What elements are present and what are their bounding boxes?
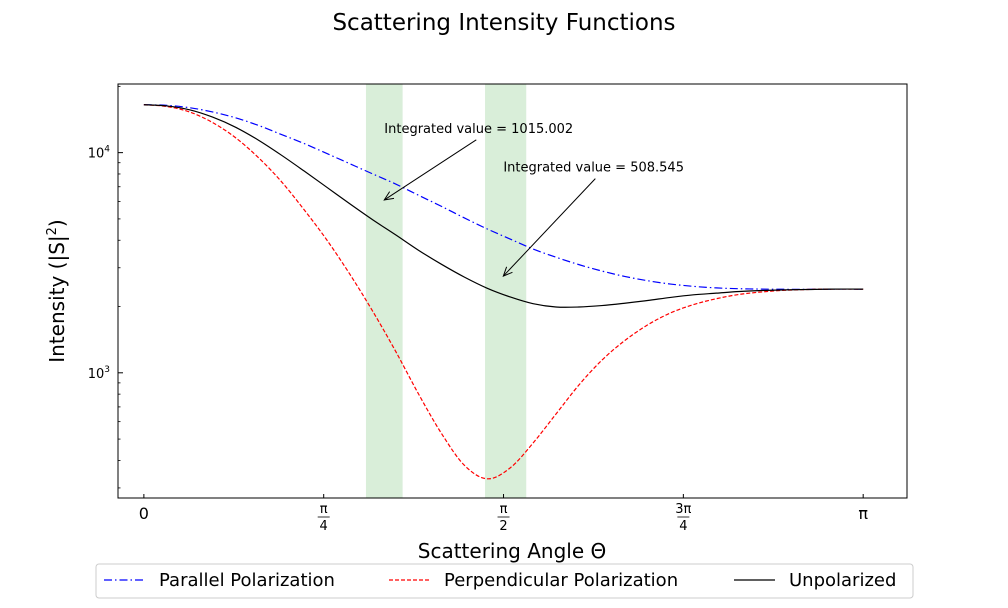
shaded-regions xyxy=(365,84,527,498)
legend-label: Perpendicular Polarization xyxy=(444,570,678,591)
legend: Parallel Polarization Perpendicular Polar… xyxy=(95,563,914,599)
y-tick-label: 104 xyxy=(88,145,111,162)
shaded-region xyxy=(365,84,403,498)
annotation-arrow-shaft xyxy=(384,139,477,201)
x-tick-denominator: 4 xyxy=(320,519,328,534)
x-tick-denominator: 2 xyxy=(499,519,507,534)
annotation-text: Integrated value = 1015.002 xyxy=(384,122,573,137)
legend-label: Parallel Polarization xyxy=(159,570,335,591)
legend-box xyxy=(95,563,914,599)
series-line-parallel-polarization xyxy=(143,104,864,290)
series-lines xyxy=(143,104,864,480)
x-tick-label: π xyxy=(858,504,868,523)
y-tick-label: 103 xyxy=(88,365,110,382)
chart-title: Scattering Intensity Functions xyxy=(332,10,675,36)
annotations: Integrated value = 1015.002 Integrated va… xyxy=(383,122,684,277)
series-line-unpolarized xyxy=(143,104,864,308)
y-axis-ticks: 103 104 xyxy=(88,85,123,489)
y-axis-label: Intensity (|S|2) xyxy=(45,219,69,362)
x-axis-ticks: 0 π 4 π 2 3π 4 π xyxy=(139,494,868,534)
x-tick-label: 0 xyxy=(139,504,149,523)
x-axis-label: Scattering Angle Θ xyxy=(418,539,606,563)
annotation-arrowhead xyxy=(502,266,513,277)
legend-label: Unpolarized xyxy=(789,570,896,591)
plot-frame xyxy=(117,83,908,499)
x-tick-numerator: 3π xyxy=(675,502,691,517)
annotation-text: Integrated value = 508.545 xyxy=(503,161,684,176)
x-tick-numerator: π xyxy=(320,502,328,517)
annotation-arrowhead xyxy=(383,191,395,201)
x-tick-denominator: 4 xyxy=(679,519,687,534)
annotation-arrow-shaft xyxy=(502,178,596,277)
shaded-region xyxy=(485,84,527,498)
series-line-perpendicular-polarization xyxy=(143,104,864,480)
x-tick-numerator: π xyxy=(500,502,508,517)
